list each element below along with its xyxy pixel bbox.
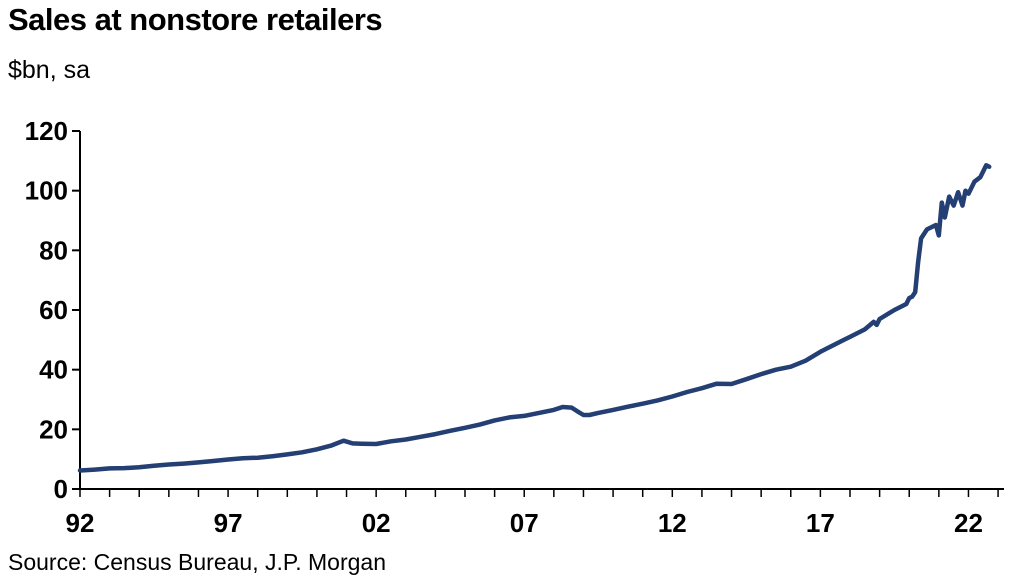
chart-source-note: Source: Census Bureau, J.P. Morgan (8, 549, 387, 575)
x-tick-label: 12 (658, 508, 687, 538)
x-tick-label: 17 (806, 508, 835, 538)
y-tick-label: 80 (39, 235, 68, 265)
y-tick-label: 100 (25, 176, 68, 206)
y-tick-label: 120 (25, 116, 68, 146)
chart-subtitle: $bn, sa (8, 56, 91, 84)
x-tick-label: 07 (510, 508, 539, 538)
y-tick-label: 40 (39, 355, 68, 385)
series-group (77, 163, 992, 473)
y-axis: 0 20 40 60 80 100 120 (25, 116, 81, 504)
x-tick-label: 92 (66, 508, 95, 538)
x-tick-label: 22 (954, 508, 983, 538)
y-tick-label: 20 (39, 414, 68, 444)
x-tick-label: 97 (214, 508, 243, 538)
x-tick-label: 02 (362, 508, 391, 538)
series-line-1 (77, 163, 992, 473)
x-axis: 92 97 02 07 12 17 22 (66, 488, 1004, 538)
chart-title: Sales at nonstore retailers (8, 2, 383, 37)
y-tick-label: 60 (39, 295, 68, 325)
y-tick-label: 0 (54, 474, 68, 504)
